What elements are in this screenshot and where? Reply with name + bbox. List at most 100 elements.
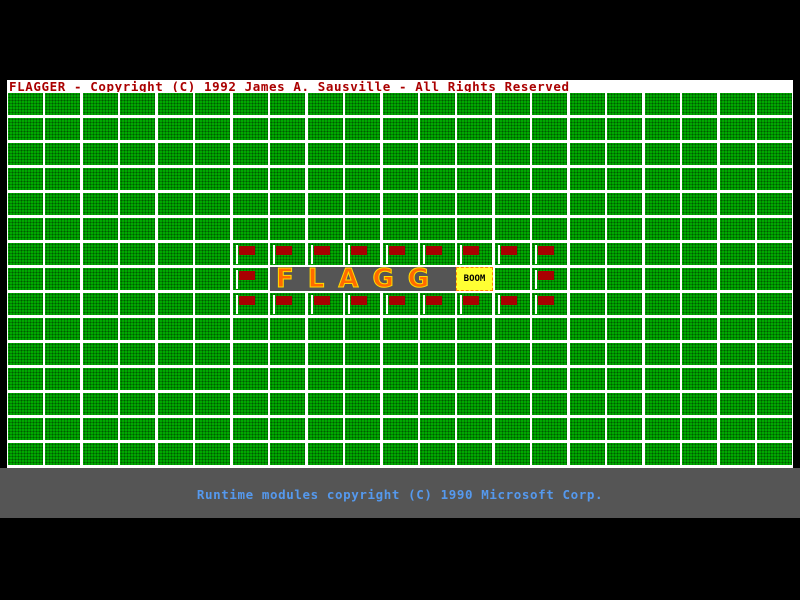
board-cell[interactable] [607, 93, 643, 115]
board-cell[interactable] [157, 93, 193, 115]
board-cell[interactable] [419, 343, 455, 365]
board-cell[interactable] [457, 368, 493, 390]
board-cell[interactable] [270, 368, 306, 390]
board-cell[interactable] [8, 93, 43, 115]
board-cell[interactable] [8, 218, 43, 240]
board-cell[interactable] [457, 343, 493, 365]
board-cell[interactable] [569, 343, 605, 365]
board-cell[interactable] [757, 168, 792, 190]
board-cell[interactable] [8, 268, 43, 290]
board-cell[interactable] [82, 318, 118, 340]
board-cell[interactable] [382, 443, 418, 465]
board-cell-flagged[interactable] [532, 293, 568, 315]
board-cell[interactable] [232, 193, 268, 215]
board-cell[interactable] [569, 193, 605, 215]
board-cell[interactable] [270, 318, 306, 340]
board-cell-flagged[interactable] [457, 293, 493, 315]
board-cell[interactable] [270, 218, 306, 240]
board-cell[interactable] [307, 168, 343, 190]
board-cell[interactable] [569, 143, 605, 165]
board-cell[interactable] [494, 443, 530, 465]
board-cell[interactable] [532, 418, 568, 440]
board-cell[interactable] [757, 243, 792, 265]
board-cell[interactable] [45, 93, 81, 115]
board-cell[interactable] [419, 93, 455, 115]
board-cell[interactable] [307, 343, 343, 365]
board-cell[interactable] [494, 118, 530, 140]
board-cell[interactable] [157, 168, 193, 190]
board-cell[interactable] [419, 318, 455, 340]
board-cell[interactable] [719, 418, 755, 440]
board-cell[interactable] [307, 368, 343, 390]
board-cell[interactable] [532, 343, 568, 365]
board-cell[interactable] [494, 343, 530, 365]
board-cell[interactable] [757, 318, 792, 340]
board-cell[interactable] [307, 143, 343, 165]
board-cell[interactable] [607, 268, 643, 290]
board-cell[interactable] [82, 293, 118, 315]
board-cell-flagged[interactable] [232, 293, 268, 315]
board-cell[interactable] [757, 368, 792, 390]
board-cell[interactable] [45, 393, 81, 415]
board-cell[interactable] [607, 118, 643, 140]
board-cell[interactable] [644, 293, 680, 315]
board-cell[interactable] [607, 168, 643, 190]
board-cell[interactable] [419, 443, 455, 465]
board-cell[interactable] [270, 418, 306, 440]
board-cell[interactable] [682, 143, 718, 165]
board-cell[interactable] [82, 93, 118, 115]
board-cell[interactable] [569, 93, 605, 115]
board-cell[interactable] [457, 143, 493, 165]
board-cell[interactable] [120, 218, 156, 240]
board-cell[interactable] [644, 193, 680, 215]
board-cell[interactable] [644, 368, 680, 390]
board-cell[interactable] [82, 368, 118, 390]
board-cell[interactable] [682, 368, 718, 390]
board-cell-flagged[interactable] [270, 293, 306, 315]
board-cell[interactable] [270, 343, 306, 365]
board-cell[interactable] [307, 418, 343, 440]
board-cell[interactable] [757, 143, 792, 165]
board-cell[interactable] [682, 193, 718, 215]
board-cell[interactable] [719, 243, 755, 265]
board-cell[interactable] [682, 168, 718, 190]
board-cell[interactable] [195, 93, 231, 115]
board-cell[interactable] [719, 343, 755, 365]
board-cell[interactable] [120, 393, 156, 415]
board-cell-flagged[interactable] [494, 293, 530, 315]
board-cell[interactable] [532, 93, 568, 115]
board-cell[interactable] [345, 418, 381, 440]
board-cell[interactable] [195, 193, 231, 215]
board-cell[interactable] [307, 318, 343, 340]
board-cell[interactable] [157, 368, 193, 390]
board-cell[interactable] [45, 343, 81, 365]
board-cell[interactable] [569, 268, 605, 290]
board-cell[interactable] [82, 193, 118, 215]
board-cell[interactable] [457, 443, 493, 465]
board-cell[interactable] [195, 368, 231, 390]
board-cell[interactable] [682, 393, 718, 415]
board-cell[interactable] [120, 243, 156, 265]
board-cell-flagged[interactable] [419, 293, 455, 315]
board-cell[interactable] [157, 268, 193, 290]
board-cell[interactable] [45, 243, 81, 265]
board-cell[interactable] [82, 143, 118, 165]
board-cell[interactable] [232, 318, 268, 340]
board-cell[interactable] [532, 218, 568, 240]
board-cell[interactable] [307, 443, 343, 465]
board-cell[interactable] [382, 343, 418, 365]
board-cell-flagged[interactable] [382, 243, 418, 265]
board-cell[interactable] [120, 318, 156, 340]
board-cell[interactable] [719, 193, 755, 215]
board-cell[interactable] [270, 443, 306, 465]
board-cell[interactable] [307, 393, 343, 415]
board-cell[interactable] [157, 118, 193, 140]
board-cell-flagged[interactable] [494, 243, 530, 265]
board-cell[interactable] [345, 318, 381, 340]
board-cell[interactable] [120, 343, 156, 365]
board-cell-flagged[interactable] [345, 293, 381, 315]
board-cell[interactable] [644, 268, 680, 290]
board-cell[interactable] [8, 343, 43, 365]
board-cell[interactable] [345, 368, 381, 390]
board-cell[interactable] [419, 168, 455, 190]
